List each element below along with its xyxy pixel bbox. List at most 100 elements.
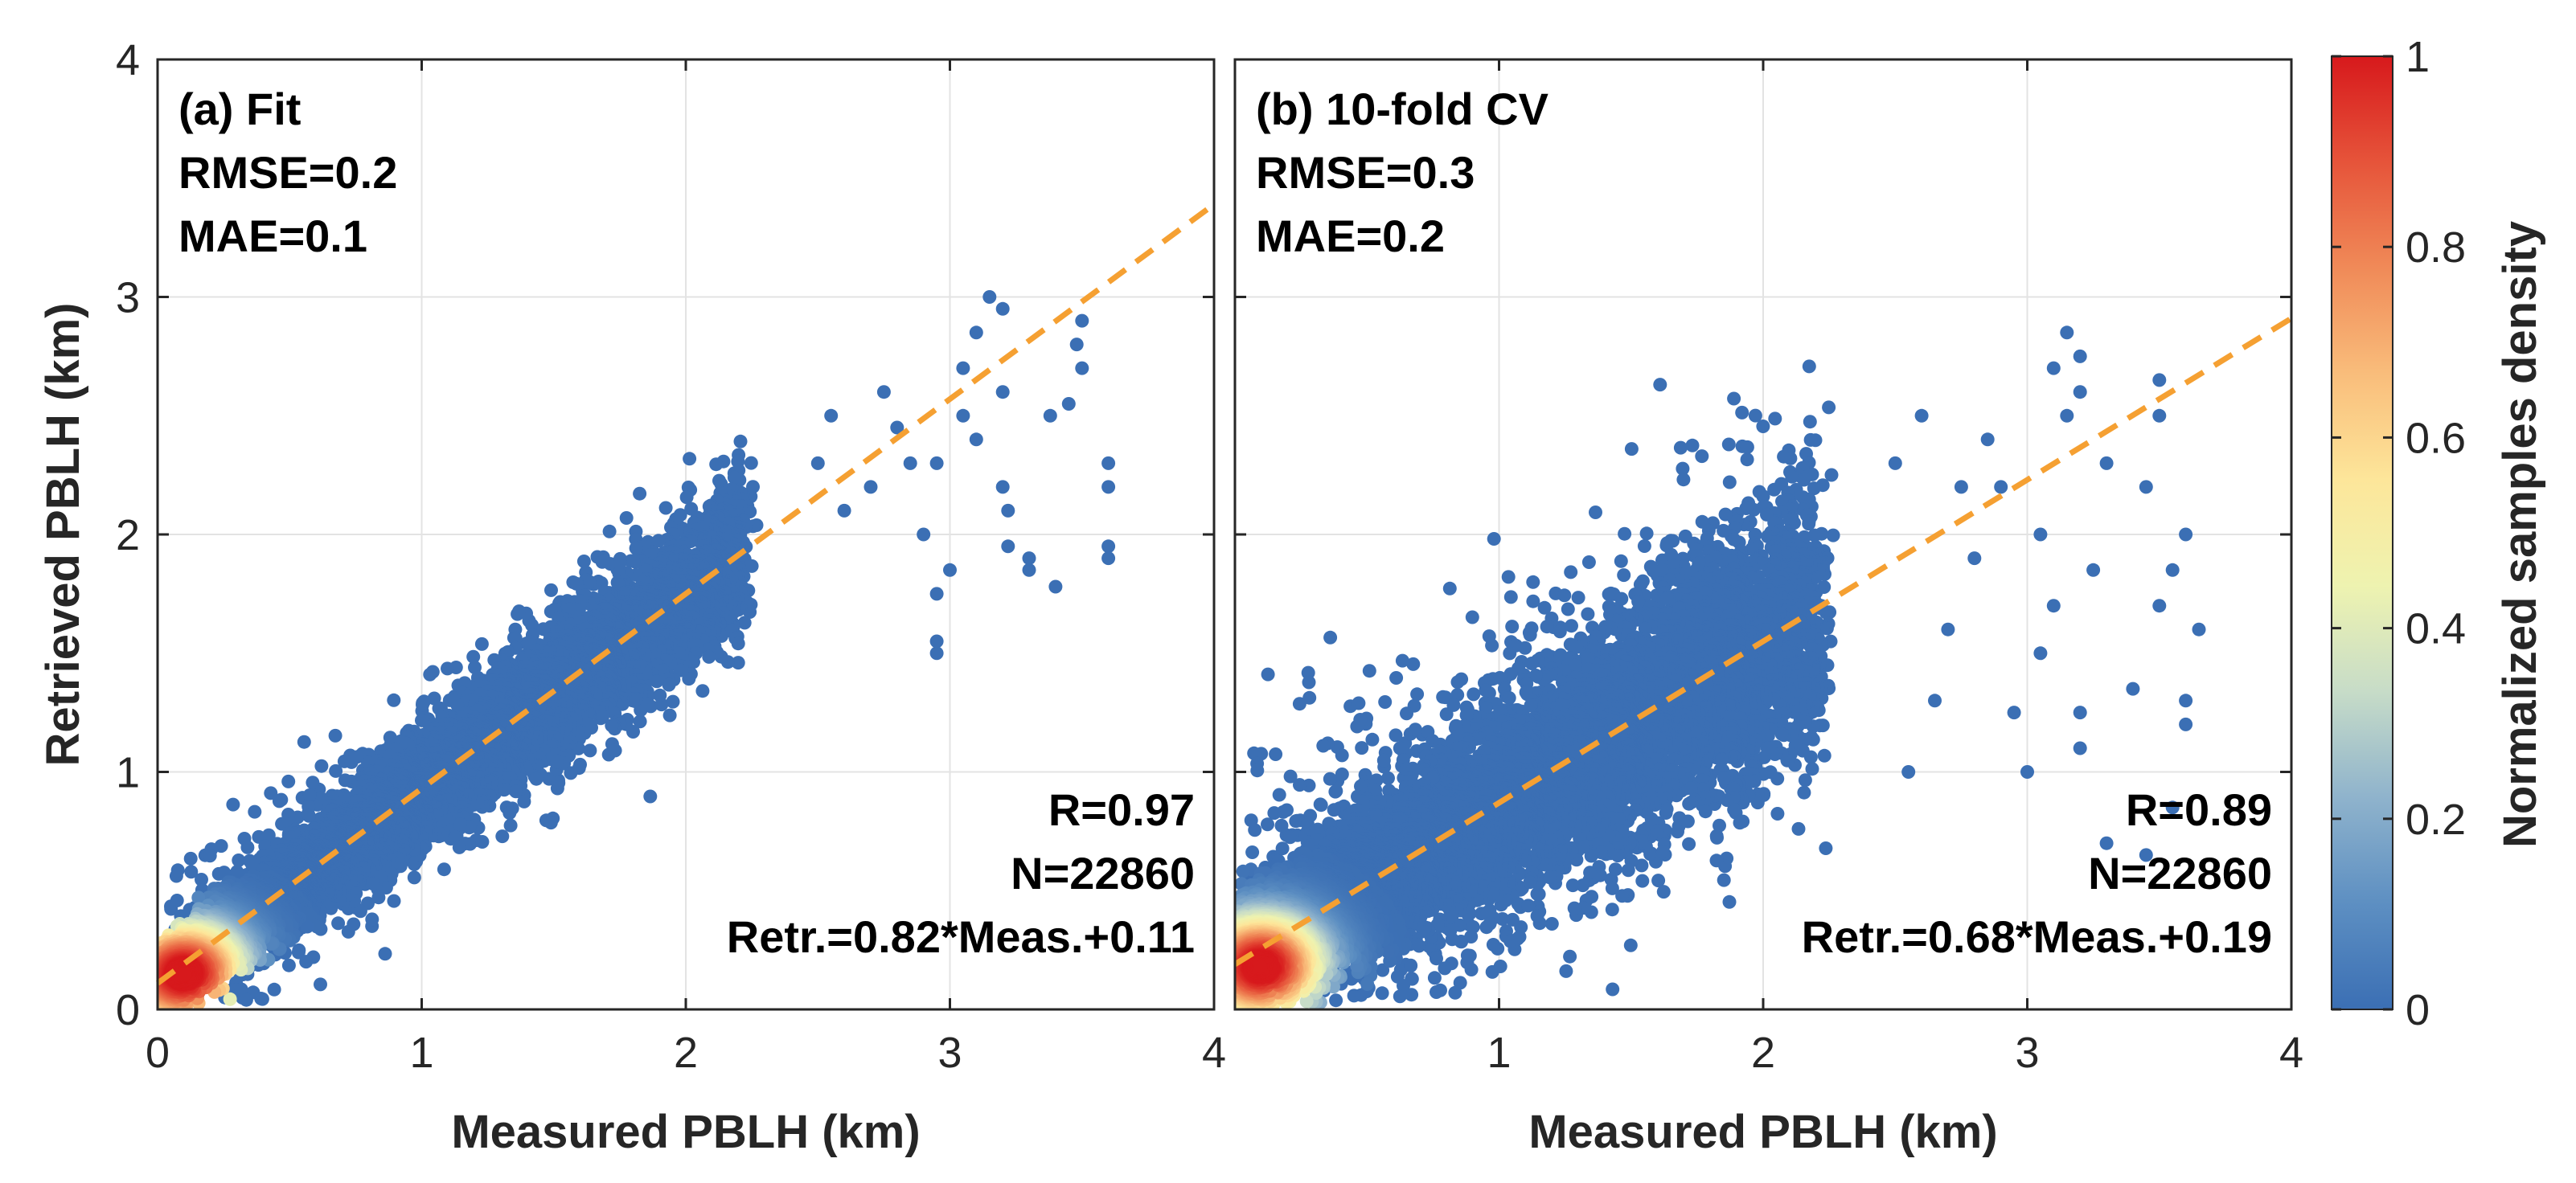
scatter-point (267, 982, 281, 997)
scatter-point (423, 667, 437, 682)
scatter-point (837, 503, 851, 518)
scatter-point (170, 863, 185, 878)
scatter-point (329, 763, 343, 778)
scatter-point (328, 728, 343, 743)
scatter-point (281, 774, 296, 788)
scatter-point (299, 955, 314, 969)
scatter-point (969, 325, 983, 340)
scatter-point (475, 835, 490, 849)
scatter-point (351, 750, 364, 764)
scatter-point (643, 789, 658, 804)
scatter-point (982, 290, 997, 304)
scatter-point (876, 385, 891, 399)
scatter-point (371, 890, 386, 905)
scatter-point (240, 840, 255, 854)
scatter-point (503, 818, 518, 833)
scatter-point (956, 408, 970, 423)
scatter-point (232, 853, 246, 867)
scatter-point (452, 840, 466, 854)
scatter-point (1022, 563, 1036, 577)
scatter-point (272, 794, 286, 808)
scatter-point (619, 511, 634, 525)
scatter-point (509, 784, 523, 799)
scatter-point (1048, 579, 1063, 594)
scatter-point (602, 524, 617, 538)
scatter-point (744, 456, 758, 470)
scatter-point (633, 486, 647, 501)
scatter-point (378, 947, 392, 961)
scatter-point (415, 713, 429, 727)
scatter-point (727, 470, 741, 485)
scatter-point (183, 851, 198, 866)
scatter-point (466, 649, 481, 664)
scatter-point (662, 708, 677, 722)
scatter-point (564, 766, 578, 780)
scatter-point (495, 829, 510, 844)
scatter-point (1075, 361, 1089, 375)
scatter-point (929, 587, 944, 601)
scatter-point (956, 361, 970, 375)
scatter-point (291, 945, 306, 960)
scatter-point (1075, 313, 1089, 328)
scatter-point (1061, 397, 1076, 411)
scatter-point (683, 452, 697, 466)
scatter-point (338, 773, 352, 788)
scatter-point (583, 743, 597, 758)
scatter-point (1001, 503, 1015, 518)
scatter-point (416, 696, 430, 710)
scatter-point (254, 992, 269, 1005)
scatter-point (662, 677, 676, 692)
scatter-point (969, 432, 983, 447)
scatter-point (264, 786, 278, 800)
scatter-point (347, 917, 361, 931)
scatter-point (226, 797, 240, 812)
scatter-point (441, 661, 454, 676)
scatter-point (863, 480, 878, 494)
scatter-point (525, 618, 539, 632)
scatter-point (903, 456, 917, 470)
scatter-point (437, 862, 451, 877)
scatter-point (529, 772, 544, 786)
scatter-point (552, 776, 566, 790)
scatter-point (550, 755, 564, 769)
scatter-points-fit (158, 290, 1116, 1009)
scatter-point (929, 456, 944, 470)
scatter-point (695, 684, 710, 698)
scatter-point (365, 912, 379, 927)
scatter-point (666, 694, 680, 709)
scatter-point (576, 555, 591, 568)
scatter-point (170, 894, 184, 907)
scatter-point (306, 776, 320, 790)
scatter-point (184, 865, 199, 879)
scatter-point (1101, 480, 1116, 494)
scatter-point (929, 646, 944, 661)
scatter-point (733, 434, 748, 448)
scatter-point (731, 637, 745, 651)
scatter-point (824, 408, 839, 423)
scatter-point (512, 604, 527, 619)
scatter-point (608, 743, 622, 758)
scatter-point (595, 555, 609, 569)
scatter-point (810, 456, 825, 470)
scatter-point (442, 693, 457, 707)
scatter-point (1001, 539, 1015, 554)
scatter-point (281, 958, 296, 972)
scatter-point (248, 804, 262, 819)
scatter-point (1101, 456, 1116, 470)
scatter-point (633, 714, 647, 729)
scatter-point (203, 849, 217, 863)
scatter-point (407, 870, 421, 885)
scatter-point (387, 894, 401, 908)
scatter-point (314, 759, 329, 773)
scatter-point (297, 735, 311, 749)
scatter-point (995, 301, 1010, 316)
scatter-point (650, 674, 664, 689)
scatter-point (1043, 408, 1057, 423)
scatter-point (544, 583, 558, 597)
scatter-point (314, 977, 327, 992)
scatter-point (629, 541, 643, 555)
scatter-point (544, 816, 558, 830)
scatter-point (239, 993, 253, 1007)
scatter-point (387, 693, 401, 707)
